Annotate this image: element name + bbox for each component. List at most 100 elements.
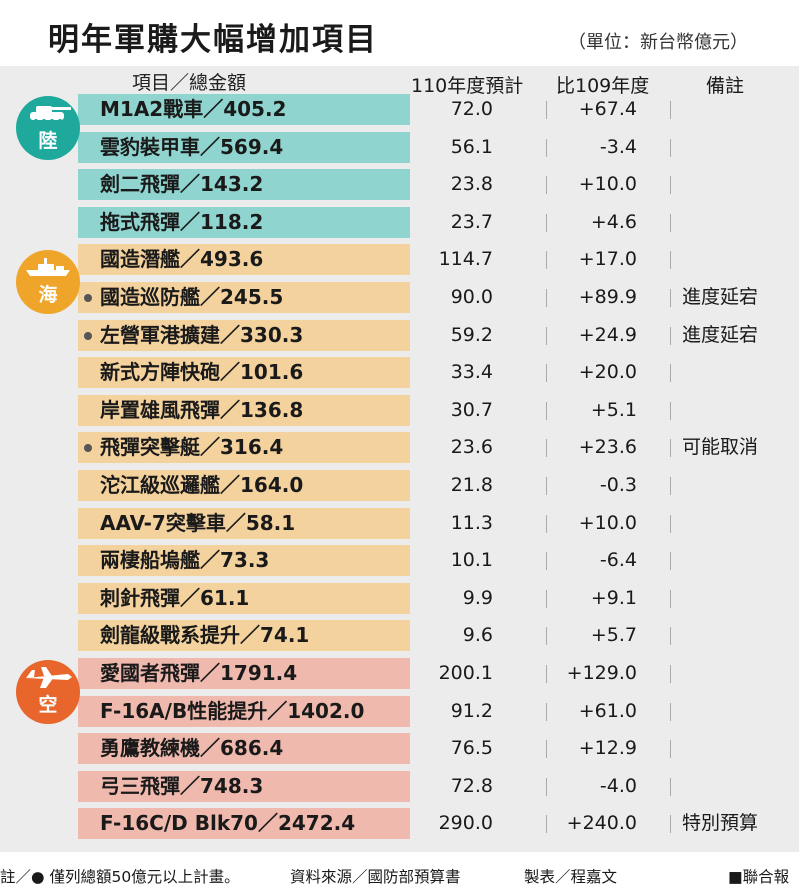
table-row: F-16C/D Blk70／2472.4 290.0 +240.0 特別預算 [0, 805, 799, 843]
branch-label-land: 陸 [38, 130, 58, 152]
column-divider [670, 176, 671, 195]
row-budget: 21.8 [450, 474, 493, 496]
row-budget: 30.7 [450, 398, 493, 421]
chart-title: 明年軍購大幅增加項目 [48, 22, 378, 58]
row-label: 左營軍港擴建／330.3 [100, 322, 304, 347]
row-change: +24.9 [578, 323, 637, 346]
row-label: 劍龍級戰系提升／74.1 [100, 623, 310, 648]
row-bar-sea [78, 244, 410, 276]
column-divider [670, 477, 671, 495]
row-note: 進度延宕 [682, 323, 759, 346]
column-divider [546, 552, 547, 571]
bullet-dot-icon [84, 331, 92, 340]
row-bar-sea [78, 545, 410, 577]
table-row: 左營軍港擴建／330.3 59.2 +24.9 進度延宕 [0, 317, 799, 355]
column-divider [546, 665, 547, 683]
row-change: +10.0 [578, 173, 637, 196]
bullet-dot-icon [84, 294, 92, 302]
row-change: +129.0 [566, 662, 637, 684]
row-label: AAV-7突擊車／58.1 [100, 510, 296, 535]
row-change: +240.0 [566, 812, 637, 835]
column-divider [546, 326, 547, 345]
row-note: 特別預算 [682, 812, 759, 835]
column-divider [546, 477, 547, 495]
column-divider [546, 439, 547, 458]
row-change: +23.6 [578, 436, 637, 459]
footer-note: 註／● 僅列總額50億元以上計畫。 [0, 868, 240, 886]
row-budget: 23.8 [450, 173, 493, 196]
row-label: 新式方陣快砲／101.6 [100, 360, 304, 385]
row-bar-air [78, 733, 410, 765]
row-budget: 290.0 [438, 812, 493, 835]
row-label: 弓三飛彈／748.3 [100, 773, 264, 798]
column-divider [546, 401, 547, 420]
row-budget: 9.6 [462, 624, 493, 647]
row-change: +20.0 [578, 361, 637, 384]
row-change: -6.4 [599, 549, 637, 572]
table-row: 飛彈突擊艇／316.4 23.6 +23.6 可能取消 [0, 429, 799, 467]
column-divider [670, 815, 671, 834]
column-divider [670, 514, 671, 533]
footer-source: 資料來源／國防部預算書 [290, 868, 461, 886]
column-divider [670, 552, 671, 571]
row-label: 沱江級巡邏艦／164.0 [100, 473, 304, 497]
branch-label-sea: 海 [38, 284, 58, 306]
column-divider [670, 665, 671, 683]
row-bar-land [78, 206, 410, 238]
table-row: 愛國者飛彈／1791.4 200.1 +129.0 [0, 655, 799, 693]
bullet-dot-icon [84, 444, 92, 453]
row-bar-sea [78, 319, 410, 351]
row-label: 飛彈突擊艇／316.4 [100, 435, 284, 460]
row-bar-sea [78, 507, 410, 539]
branch-badge-land: 陸 [16, 96, 80, 160]
column-divider [546, 101, 547, 119]
row-budget: 90.0 [450, 286, 493, 308]
column-divider [546, 138, 547, 157]
row-bar-sea [78, 357, 410, 389]
row-label: F-16A/B性能提升／1402.0 [100, 698, 365, 723]
row-budget: 76.5 [450, 737, 493, 760]
row-bar-sea [78, 620, 410, 652]
row-bar-sea [78, 470, 410, 501]
row-note: 進度延宕 [682, 286, 759, 308]
row-label: F-16C/D Blk70／2472.4 [100, 811, 356, 836]
table-row: 劍龍級戰系提升／74.1 9.6 +5.7 [0, 617, 799, 655]
branch-badge-air: 空 [16, 660, 80, 724]
column-divider [670, 401, 671, 420]
jet-icon [26, 667, 72, 688]
column-divider [670, 740, 671, 759]
table-row: 刺針飛彈／61.1 9.9 +9.1 [0, 580, 799, 618]
column-divider [670, 101, 671, 119]
table-row: 兩棲船塢艦／73.3 10.1 -6.4 [0, 542, 799, 580]
row-bar-sea [78, 282, 410, 313]
header-note: 備註 [706, 75, 745, 97]
row-bar-air [78, 808, 410, 840]
branch-badge-sea: 海 [16, 250, 80, 314]
row-change: -0.3 [599, 474, 637, 496]
column-divider [670, 326, 671, 345]
table-row: 岸置雄風飛彈／136.8 30.7 +5.1 [0, 392, 799, 430]
table-row: 弓三飛彈／748.3 72.8 -4.0 [0, 768, 799, 806]
column-divider [670, 702, 671, 721]
tank-icon [30, 106, 71, 123]
row-budget: 200.1 [438, 662, 493, 684]
row-note: 可能取消 [682, 436, 759, 459]
column-divider [670, 251, 671, 270]
table-row: 拖式飛彈／118.2 23.7 +4.6 [0, 204, 799, 242]
row-budget: 23.7 [450, 210, 493, 233]
row-bar-sea [78, 582, 410, 614]
row-budget: 59.2 [450, 323, 493, 346]
row-budget: 23.6 [450, 436, 493, 459]
column-divider [546, 176, 547, 195]
column-divider [546, 627, 547, 646]
row-label: 勇鷹教練機／686.4 [100, 736, 284, 761]
column-divider [670, 289, 671, 307]
row-label: 國造潛艦／493.6 [100, 247, 264, 272]
row-change: +89.9 [578, 286, 637, 308]
footer-maker: 製表／程嘉文 [524, 868, 618, 886]
row-label: 兩棲船塢艦／73.3 [100, 548, 270, 573]
row-change: +10.0 [578, 511, 637, 534]
row-label: 雲豹裝甲車／569.4 [100, 134, 284, 159]
row-bar-air [78, 658, 410, 689]
table-row: M1A2戰車／405.2 72.0 +67.4 [0, 91, 799, 129]
